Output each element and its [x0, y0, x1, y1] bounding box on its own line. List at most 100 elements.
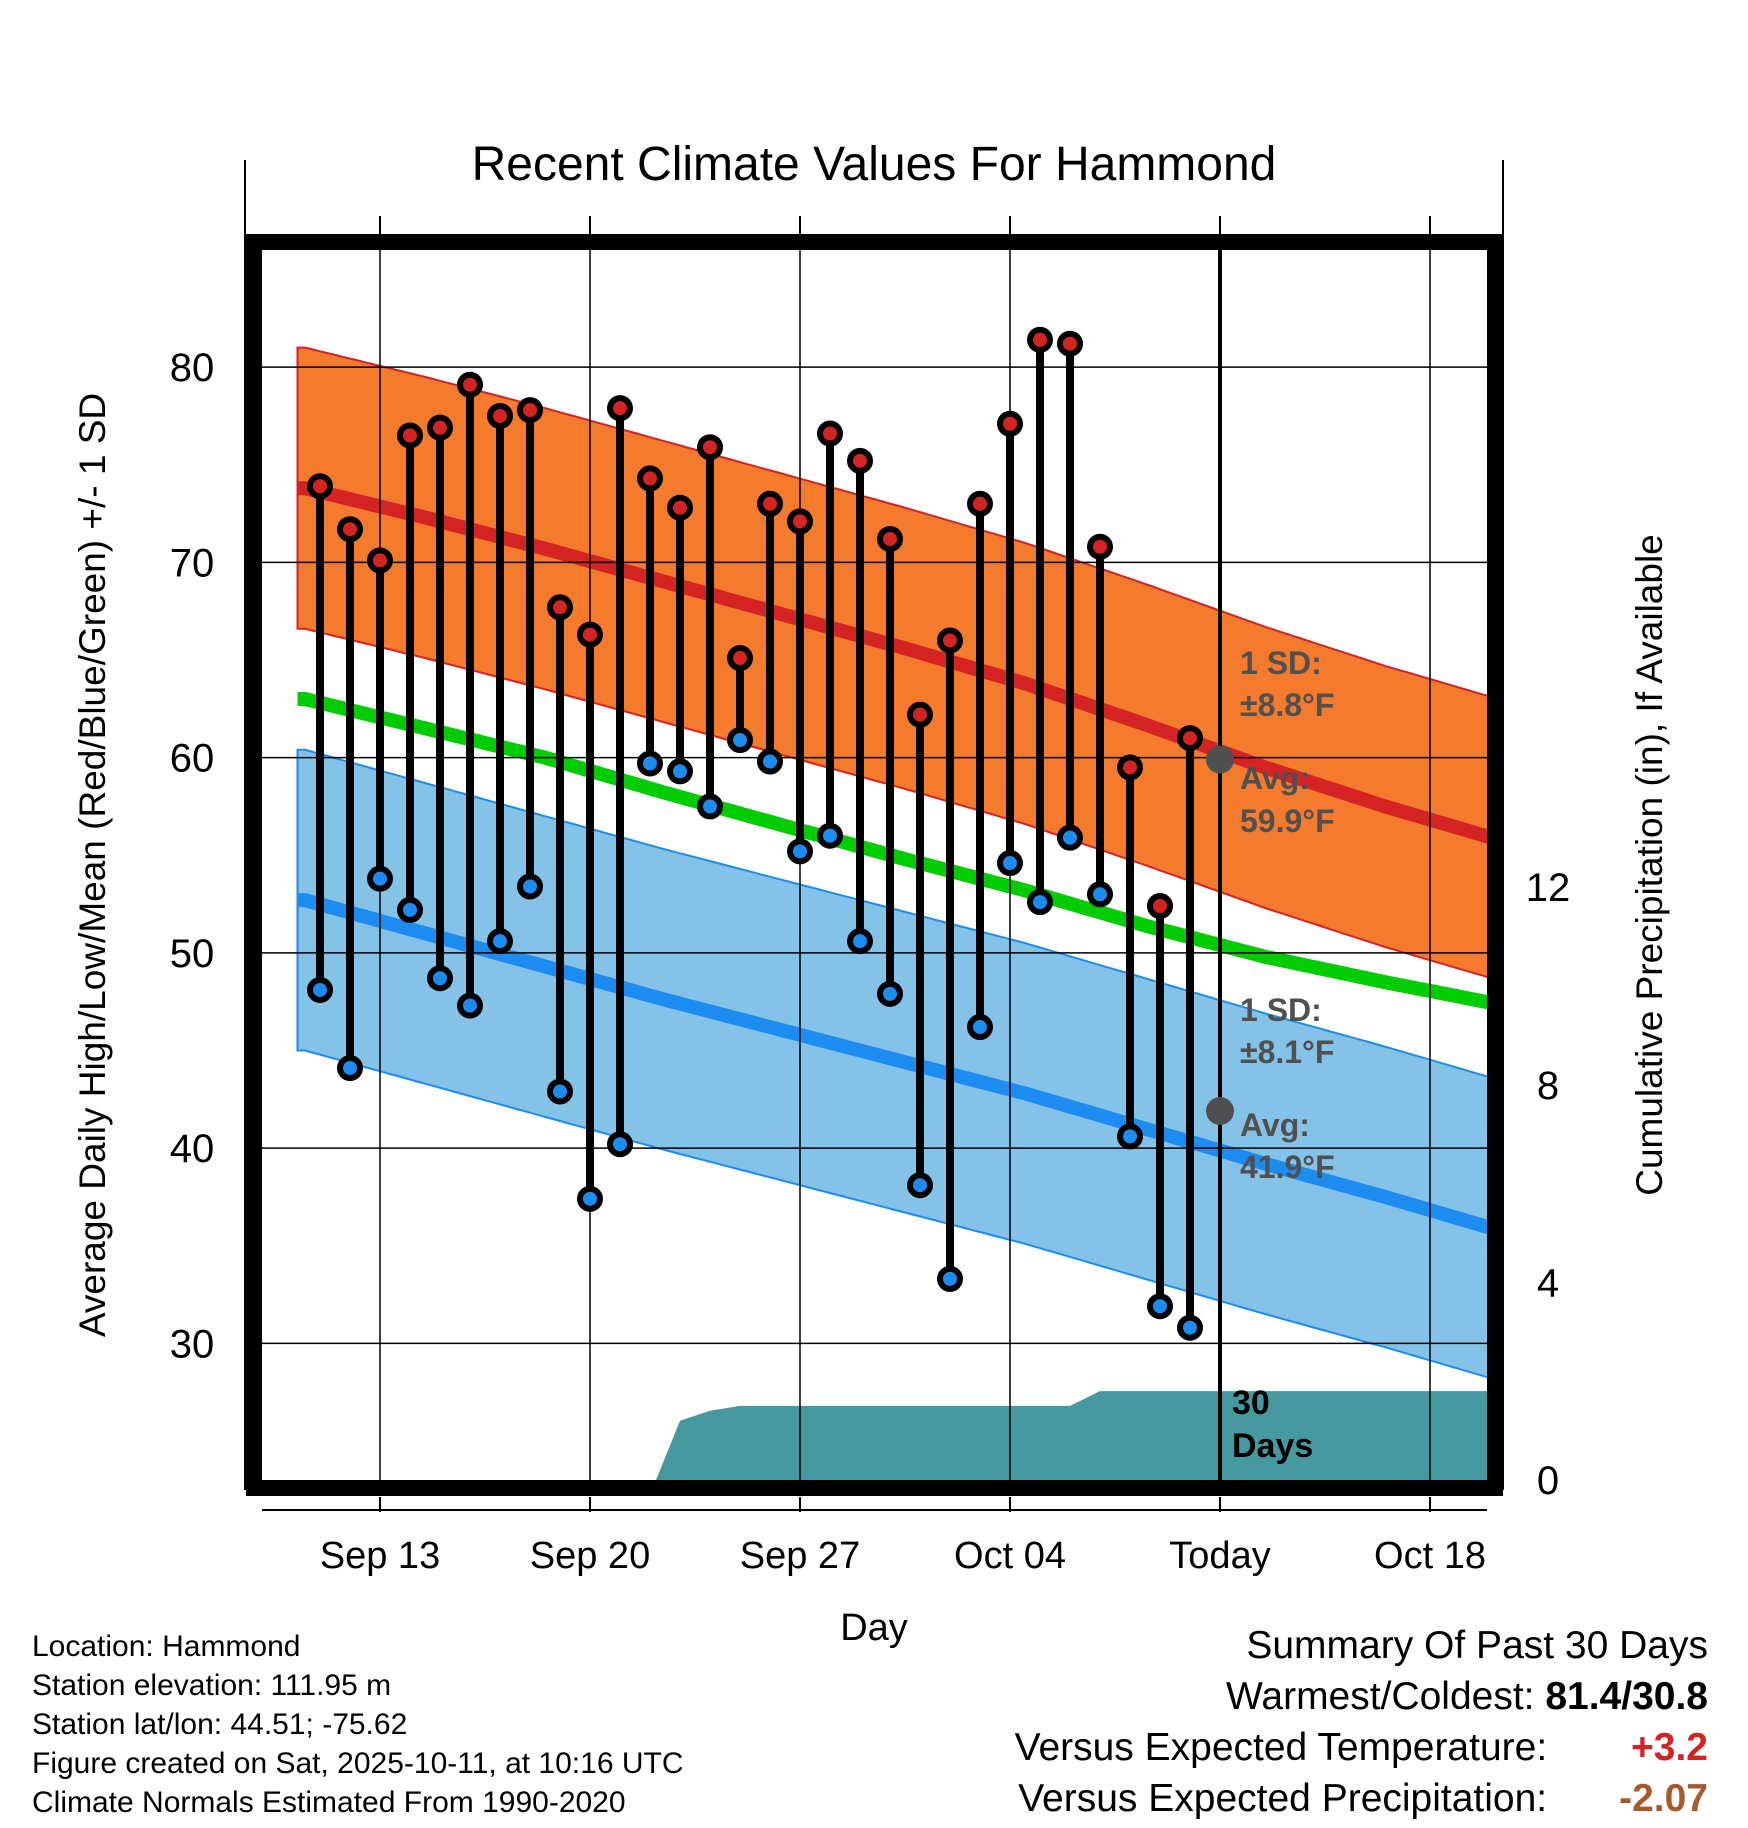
low-temp-point	[697, 793, 723, 820]
low-temp-point	[997, 850, 1023, 877]
left-tick-label: 50	[170, 932, 215, 976]
right-tick-label: 0	[1537, 1459, 1559, 1503]
left-tick-label: 80	[170, 346, 215, 390]
low-temp-point	[637, 750, 663, 777]
high-temp-point	[607, 395, 633, 422]
high-avg-value: 59.9°F	[1240, 803, 1335, 839]
low-temp-point	[427, 965, 453, 992]
low-temp-point	[487, 928, 513, 955]
low-temp-point	[1147, 1293, 1173, 1320]
low-sd-label: 1 SD:	[1240, 992, 1322, 1028]
high-temp-point	[1087, 533, 1113, 560]
low-temp-point	[1117, 1123, 1143, 1150]
low-temp-point	[967, 1014, 993, 1041]
high-temp-point	[757, 490, 783, 517]
high-temp-point	[577, 621, 603, 648]
x-tick-label: Sep 20	[530, 1535, 650, 1577]
left-tick-label: 60	[170, 737, 215, 781]
low-temp-point	[1027, 889, 1053, 916]
low-avg-value: 41.9°F	[1240, 1149, 1335, 1185]
info-normals: Climate Normals Estimated From 1990-2020	[32, 1786, 626, 1819]
plot-frame	[246, 234, 1503, 1496]
high-temp-point	[667, 494, 693, 521]
summary-temp-label: Versus Expected Temperature:	[1014, 1726, 1548, 1769]
days-count-label: 30	[1232, 1384, 1270, 1422]
x-tick-label: Sep 27	[740, 1535, 860, 1577]
low-temp-point	[937, 1265, 963, 1292]
low-avg-line	[297, 893, 1487, 1235]
high-sd-value: ±8.8°F	[1240, 687, 1334, 723]
high-temp-point	[727, 645, 753, 672]
high-temp-point	[517, 397, 543, 424]
summary-warmest-row: Warmest/Coldest: 81.4/30.8	[1226, 1675, 1708, 1719]
high-temp-point	[1117, 754, 1143, 781]
high-temp-point	[1177, 725, 1203, 752]
summary-precip-value: -2.07	[1619, 1777, 1708, 1820]
x-tick-label: Oct 04	[954, 1535, 1066, 1577]
low-temp-point	[757, 748, 783, 775]
low-temp-point	[1177, 1314, 1203, 1341]
summary-warmest-value: 81.4/30.8	[1545, 1675, 1708, 1718]
summary-precip-label: Versus Expected Precipitation:	[1018, 1777, 1548, 1820]
x-tick-label: Sep 13	[320, 1535, 440, 1577]
today-low-avg-marker	[1206, 1097, 1234, 1125]
low-temp-point	[337, 1055, 363, 1082]
summary-temp-row: Versus Expected Temperature: +3.2	[1015, 1726, 1708, 1770]
left-axis-label: Average Daily High/Low/Mean (Red/Blue/Gr…	[72, 393, 113, 1337]
info-location: Location: Hammond	[32, 1630, 301, 1663]
low-temp-point	[847, 928, 873, 955]
low-temp-point	[1057, 824, 1083, 851]
high-temp-point	[1147, 893, 1173, 919]
high-temp-point	[847, 447, 873, 474]
high-temp-point	[787, 508, 813, 535]
high-temp-point	[337, 516, 363, 543]
high-temp-point	[307, 473, 333, 500]
high-temp-point	[547, 594, 573, 621]
low-temp-point	[367, 865, 393, 892]
high-temp-point	[697, 434, 723, 461]
high-temp-point	[877, 525, 903, 552]
high-temp-point	[367, 547, 393, 574]
summary-heading: Summary Of Past 30 Days	[1246, 1624, 1708, 1667]
days-word-label: Days	[1232, 1427, 1313, 1465]
today-high-avg-marker	[1206, 745, 1234, 774]
high-temp-point	[1057, 330, 1083, 357]
high-temp-point	[397, 422, 423, 449]
low-temp-point	[667, 758, 693, 785]
x-tick-label: Today	[1169, 1535, 1270, 1577]
high-temp-point	[937, 627, 963, 654]
high-temp-point	[907, 701, 933, 728]
high-temp-point	[637, 465, 663, 492]
chart-title: Recent Climate Values For Hammond	[472, 138, 1277, 191]
x-axis-label: Day	[840, 1607, 908, 1649]
low-temp-point	[397, 896, 423, 923]
right-tick-label: 4	[1537, 1261, 1559, 1305]
right-tick-label: 8	[1537, 1064, 1559, 1108]
left-tick-label: 40	[170, 1127, 215, 1171]
high-temp-point	[967, 490, 993, 517]
summary-precip-row: Versus Expected Precipitation: -2.07	[1018, 1777, 1708, 1821]
summary-warmest-label: Warmest/Coldest:	[1226, 1675, 1535, 1718]
low-temp-point	[1087, 881, 1113, 908]
precip-area	[656, 1391, 1487, 1480]
info-elevation: Station elevation: 111.95 m	[32, 1669, 392, 1702]
high-temp-point	[817, 420, 843, 447]
plot-area	[262, 250, 1487, 1480]
right-tick-label: 12	[1526, 866, 1571, 910]
left-tick-label: 70	[170, 541, 215, 585]
high-sd-label: 1 SD:	[1240, 645, 1322, 681]
low-temp-point	[787, 838, 813, 865]
info-latlon: Station lat/lon: 44.51; -75.62	[32, 1708, 408, 1741]
low-avg-label: Avg:	[1240, 1107, 1310, 1143]
x-tick-label: Oct 18	[1374, 1535, 1486, 1577]
info-created: Figure created on Sat, 2025-10-11, at 10…	[32, 1747, 684, 1780]
low-temp-point	[817, 822, 843, 849]
low-temp-point	[907, 1172, 933, 1199]
low-temp-point	[577, 1185, 603, 1212]
low-temp-point	[877, 980, 903, 1007]
right-axis-label: Cumulative Precipitation (in), If Availa…	[1629, 534, 1670, 1196]
low-temp-point	[457, 992, 483, 1019]
high-temp-point	[997, 410, 1023, 437]
high-temp-point	[457, 371, 483, 398]
